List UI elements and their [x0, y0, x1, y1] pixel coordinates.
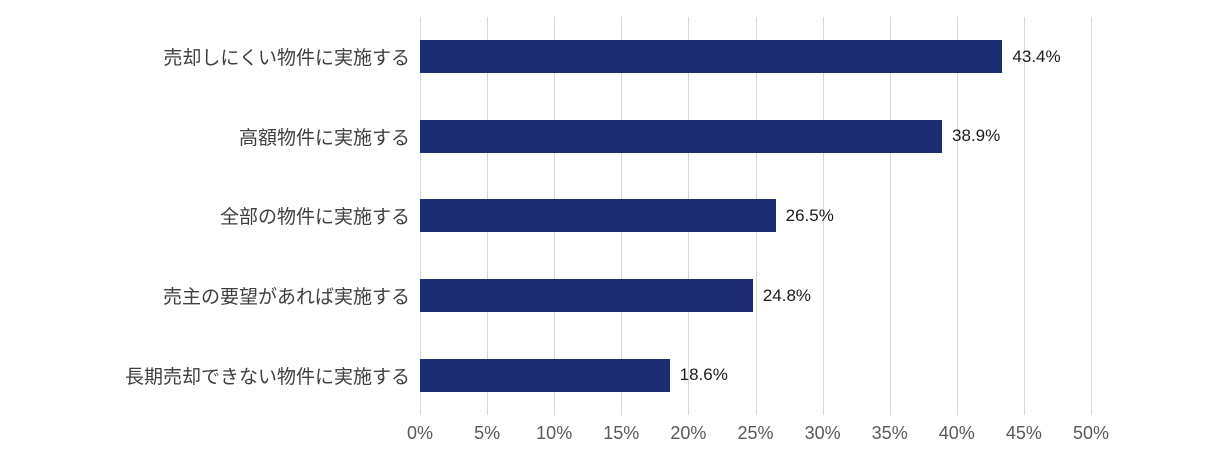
x-tick-label: 15%: [603, 423, 640, 443]
plot-area: 43.4% 38.9% 26.5% 24.8% 18.6%: [420, 17, 1092, 415]
x-tick-label: 10%: [536, 423, 573, 443]
bar: [420, 40, 1003, 74]
category-label: 売主の要望があれば実施する: [162, 287, 410, 309]
bar-row: 26.5%: [420, 176, 1091, 256]
data-label: 26.5%: [785, 205, 834, 225]
bar-row: 18.6%: [420, 335, 1091, 415]
gridline-40%: [956, 17, 958, 415]
gridline-50%: [1091, 17, 1092, 415]
data-label: 18.6%: [679, 365, 728, 385]
bar-row: 24.8%: [420, 256, 1091, 336]
category-label: 長期売却できない物件に実施する: [124, 366, 410, 388]
data-label: 24.8%: [762, 285, 812, 305]
data-label: 43.4%: [1012, 46, 1061, 66]
category-label: 高額物件に実施する: [238, 127, 410, 149]
bar: [420, 358, 670, 392]
x-tick-label: 50%: [1072, 423, 1110, 443]
x-tick-label: 35%: [871, 423, 908, 443]
bar: [420, 279, 753, 313]
x-tick-label: 0%: [406, 423, 433, 443]
data-label: 38.9%: [952, 126, 1001, 146]
bar-row: 43.4%: [420, 17, 1091, 97]
x-tick-label: 40%: [938, 423, 975, 443]
bar: [420, 119, 943, 153]
gridline-45%: [1023, 17, 1025, 415]
category-label: 売却しにくい物件に実施する: [163, 48, 410, 70]
bar: [420, 199, 776, 233]
gridline-30%: [822, 17, 824, 415]
category-label: 全部の物件に実施する: [219, 207, 410, 229]
gridline-35%: [889, 17, 891, 415]
bar-row: 38.9%: [420, 97, 1091, 177]
x-tick-label: 25%: [737, 423, 774, 443]
x-tick-label: 45%: [1005, 423, 1042, 443]
x-tick-label: 30%: [804, 423, 841, 443]
x-tick-label: 5%: [474, 423, 501, 443]
x-tick-label: 20%: [670, 423, 707, 443]
